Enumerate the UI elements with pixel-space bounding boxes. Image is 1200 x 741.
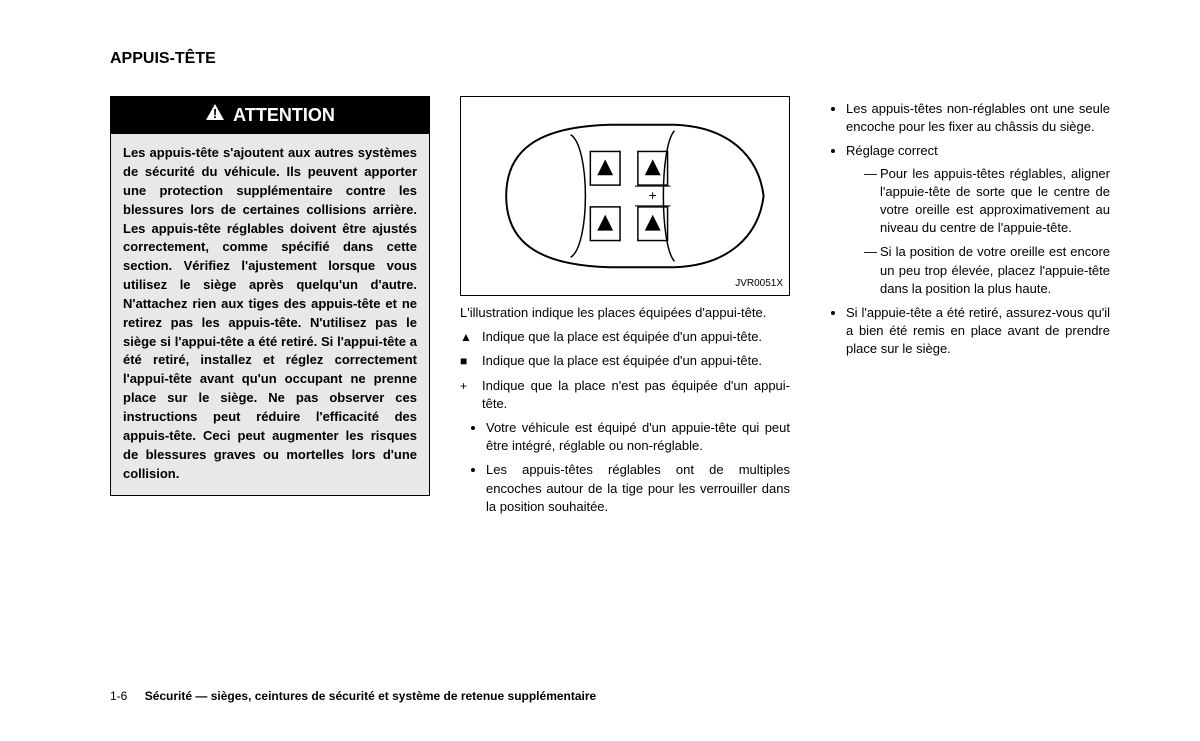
page-number: 1-6 [110,689,127,703]
column-1: ! ATTENTION Les appuis-tête s'ajoutent a… [110,96,430,496]
list-item: Réglage correct Pour les appuis-têtes ré… [846,142,1110,298]
svg-text:!: ! [213,106,217,121]
sub-list: Pour les appuis-têtes réglables, aligner… [846,165,1110,298]
legend-text: Indique que la place est équipée d'un ap… [482,328,790,346]
car-diagram: + [461,97,789,295]
sub-list-item: Pour les appuis-têtes réglables, aligner… [864,165,1110,238]
attention-header: ! ATTENTION [111,97,429,134]
legend-symbol-plus: + [460,377,474,413]
legend-text: Indique que la place est équipée d'un ap… [482,352,790,370]
list-item: Si l'appuie-tête a été retiré, assurez-v… [846,304,1110,359]
section-title: APPUIS-TÊTE [110,50,1110,68]
manual-page: APPUIS-TÊTE ! ATTENTION Les appuis-tête … [0,0,1200,552]
attention-box: ! ATTENTION Les appuis-tête s'ajoutent a… [110,96,430,496]
page-footer: 1-6 Sécurité — sièges, ceintures de sécu… [110,689,596,703]
figure-box: + JVR0051X [460,96,790,296]
attention-body: Les appuis-tête s'ajoutent aux autres sy… [111,134,429,495]
legend-row: ▲ Indique que la place est équipée d'un … [460,328,790,346]
list-item-text: Réglage correct [846,143,938,158]
attention-label: ATTENTION [233,103,335,128]
legend-row: ■ Indique que la place est équipée d'un … [460,352,790,370]
list-item: Les appuis-têtes réglables ont de multip… [486,461,790,516]
sub-list-item: Si la position de votre oreille est enco… [864,243,1110,298]
figure-code: JVR0051X [735,277,783,291]
legend-row: + Indique que la place n'est pas équipée… [460,377,790,413]
legend-symbol-square: ■ [460,352,474,370]
svg-text:+: + [649,187,657,203]
content-columns: ! ATTENTION Les appuis-tête s'ajoutent a… [110,96,1110,522]
column-3: Les appuis-têtes non-réglables ont une s… [820,96,1110,364]
col3-bullets: Les appuis-têtes non-réglables ont une s… [820,100,1110,358]
column-2: + JVR0051X L'illustration indique les pl… [460,96,790,522]
legend-text: Indique que la place n'est pas équipée d… [482,377,790,413]
footer-title: Sécurité — sièges, ceintures de sécurité… [145,689,597,703]
list-item: Les appuis-têtes non-réglables ont une s… [846,100,1110,136]
list-item: Votre véhicule est équipé d'un appuie-tê… [486,419,790,455]
col2-bullets: Votre véhicule est équipé d'un appuie-tê… [460,419,790,516]
legend-symbol-triangle: ▲ [460,328,474,346]
warning-icon: ! [205,103,225,128]
figure-caption: L'illustration indique les places équipé… [460,304,790,322]
